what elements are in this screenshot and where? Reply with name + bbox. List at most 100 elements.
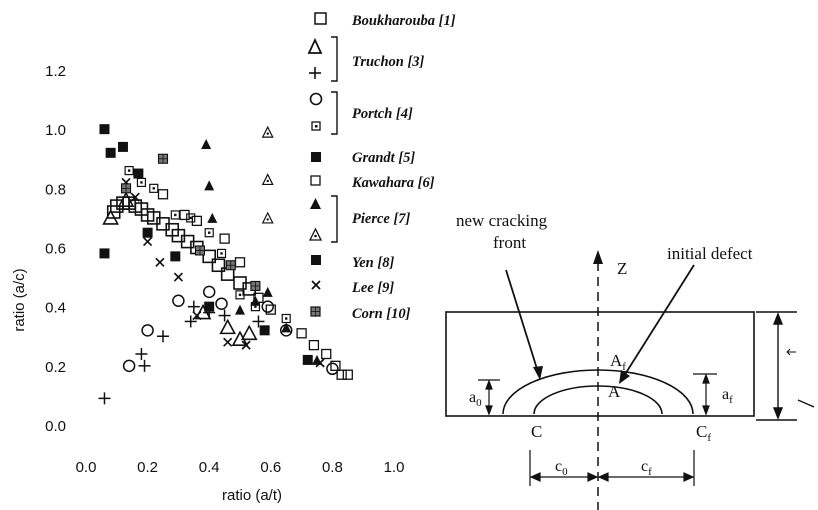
- c-dimensions: [529, 450, 695, 486]
- label-initial-defect: initial defect: [667, 244, 753, 263]
- data-point-square-grid: [225, 260, 236, 271]
- legend-bracket-truchon: [331, 36, 338, 82]
- data-point-plus: [135, 348, 148, 360]
- legend-marker-triangle-open: [307, 37, 323, 54]
- data-point-circle-open: [141, 324, 154, 337]
- data-point-square-grid: [194, 245, 206, 256]
- legend-marker-square-grid: [310, 306, 321, 317]
- legend-label-pierce: Pierce [7]: [352, 211, 411, 227]
- legend-label-yen: Yen [8]: [352, 255, 394, 271]
- data-point-square-grid: [120, 183, 132, 194]
- x-tick-label: 0.6: [260, 459, 281, 476]
- data-point-square-open-small: [191, 215, 203, 227]
- data-point-square-open-small: [219, 233, 230, 244]
- label-af: af: [722, 386, 733, 406]
- data-point-triangle-dot: [261, 211, 274, 224]
- data-point-square-filled: [105, 147, 116, 158]
- legend-marker-circle-open: [309, 92, 323, 106]
- data-point-triangle-dot: [261, 173, 274, 186]
- data-point-circle-open: [326, 362, 339, 376]
- data-point-square-filled: [259, 325, 270, 336]
- data-point-cross: [223, 337, 233, 347]
- plate-outline: [445, 311, 755, 417]
- x-tick-label: 0.8: [322, 459, 343, 476]
- data-point-cross: [173, 272, 184, 282]
- y-tick-label: 0.6: [45, 241, 66, 258]
- data-point-square-open-small: [330, 360, 341, 371]
- label-a0: a0: [469, 389, 482, 409]
- data-point-circle-open: [202, 285, 216, 299]
- data-point-square-dot: [216, 248, 227, 259]
- x-tick-label: 1.0: [384, 459, 405, 476]
- y-axis-ticks: 0.0 0.2 0.4 0.6 0.8 1.0 1.2: [45, 63, 66, 435]
- data-point-square-open: [202, 249, 216, 264]
- data-point-triangle-filled: [250, 295, 261, 306]
- data-point-triangle-dot: [261, 125, 274, 138]
- data-point-square-filled: [302, 354, 313, 365]
- z-axis-label: Z: [617, 259, 627, 278]
- data-point-triangle-open: [102, 209, 119, 225]
- label-cf: cf: [641, 458, 652, 478]
- x-axis-ticks: 0.0 0.2 0.4 0.6 0.8 1.0: [76, 459, 405, 476]
- legend-marker-square-filled: [311, 152, 321, 162]
- pointer-initial-defect: [619, 264, 695, 384]
- data-point-cross: [142, 236, 153, 247]
- x-tick-label: 0.2: [137, 459, 158, 476]
- label-c0: c0: [555, 458, 568, 478]
- data-point-square-dot: [170, 210, 180, 220]
- legend-label-truchon: Truchon [3]: [352, 54, 425, 70]
- data-point-triangle-filled: [204, 180, 215, 191]
- data-point-cross: [192, 310, 202, 321]
- legend-label-grandt: Grandt [5]: [352, 150, 415, 166]
- data-point-triangle-filled: [201, 138, 212, 149]
- data-point-cross: [130, 192, 140, 202]
- data-point-square-open-small: [234, 257, 246, 268]
- data-point-triangle-filled: [281, 322, 292, 333]
- label-new-cracking-front-1: new cracking: [456, 211, 548, 230]
- pointer-new-front: [505, 269, 543, 380]
- legend-marker-plus: [309, 67, 321, 79]
- data-point-square-grid: [157, 153, 169, 164]
- data-point-plus: [184, 315, 197, 328]
- data-point-square-open-small: [265, 304, 276, 315]
- data-point-square-open-small: [321, 348, 332, 360]
- data-point-square-filled: [133, 168, 144, 179]
- data-point-plus: [138, 359, 151, 372]
- data-point-plus: [187, 300, 200, 313]
- legend: Boukharouba [1] Truchon [3] Portch [4] G…: [307, 12, 456, 322]
- data-point-plus: [252, 315, 265, 328]
- data-point-square-open: [211, 258, 226, 273]
- data-point-square-filled: [170, 251, 181, 262]
- x-tick-label: 0.0: [76, 459, 97, 476]
- data-point-triangle-open: [219, 318, 237, 335]
- data-point-square-open-small: [296, 328, 307, 339]
- data-point-square-open-small: [157, 189, 169, 200]
- data-point-square-filled: [204, 301, 215, 312]
- label-C: C: [531, 422, 542, 441]
- label-new-cracking-front-2: front: [493, 233, 526, 252]
- data-point-circle-open: [172, 294, 185, 307]
- y-tick-label: 0.8: [45, 181, 66, 198]
- y-axis-label: ratio (a/c): [11, 268, 28, 331]
- data-point-square-open-small: [308, 339, 320, 351]
- thickness-dimension: [756, 311, 815, 421]
- legend-marker-square-open: [314, 12, 327, 25]
- legend-marker-square-dot: [311, 121, 321, 131]
- data-point-square-open-small: [179, 209, 190, 221]
- data-points: [98, 124, 353, 405]
- legend-label-lee: Lee [9]: [351, 280, 394, 296]
- data-point-square-open-small: [342, 369, 353, 380]
- data-point-triangle-filled: [262, 286, 273, 297]
- data-point-square-filled: [117, 141, 128, 152]
- data-point-square-dot: [281, 313, 291, 324]
- y-tick-label: 0.0: [45, 418, 66, 435]
- legend-marker-square-open-small: [310, 175, 321, 186]
- legend-label-kawahara: Kawahara [6]: [351, 175, 435, 191]
- data-point-square-filled: [99, 124, 110, 135]
- label-Cf: Cf: [696, 422, 711, 444]
- data-point-square-grid: [250, 280, 261, 292]
- data-point-triangle-filled: [207, 212, 218, 223]
- y-tick-label: 1.0: [45, 122, 66, 139]
- data-point-plus: [157, 330, 169, 343]
- legend-marker-triangle-dot: [308, 227, 323, 241]
